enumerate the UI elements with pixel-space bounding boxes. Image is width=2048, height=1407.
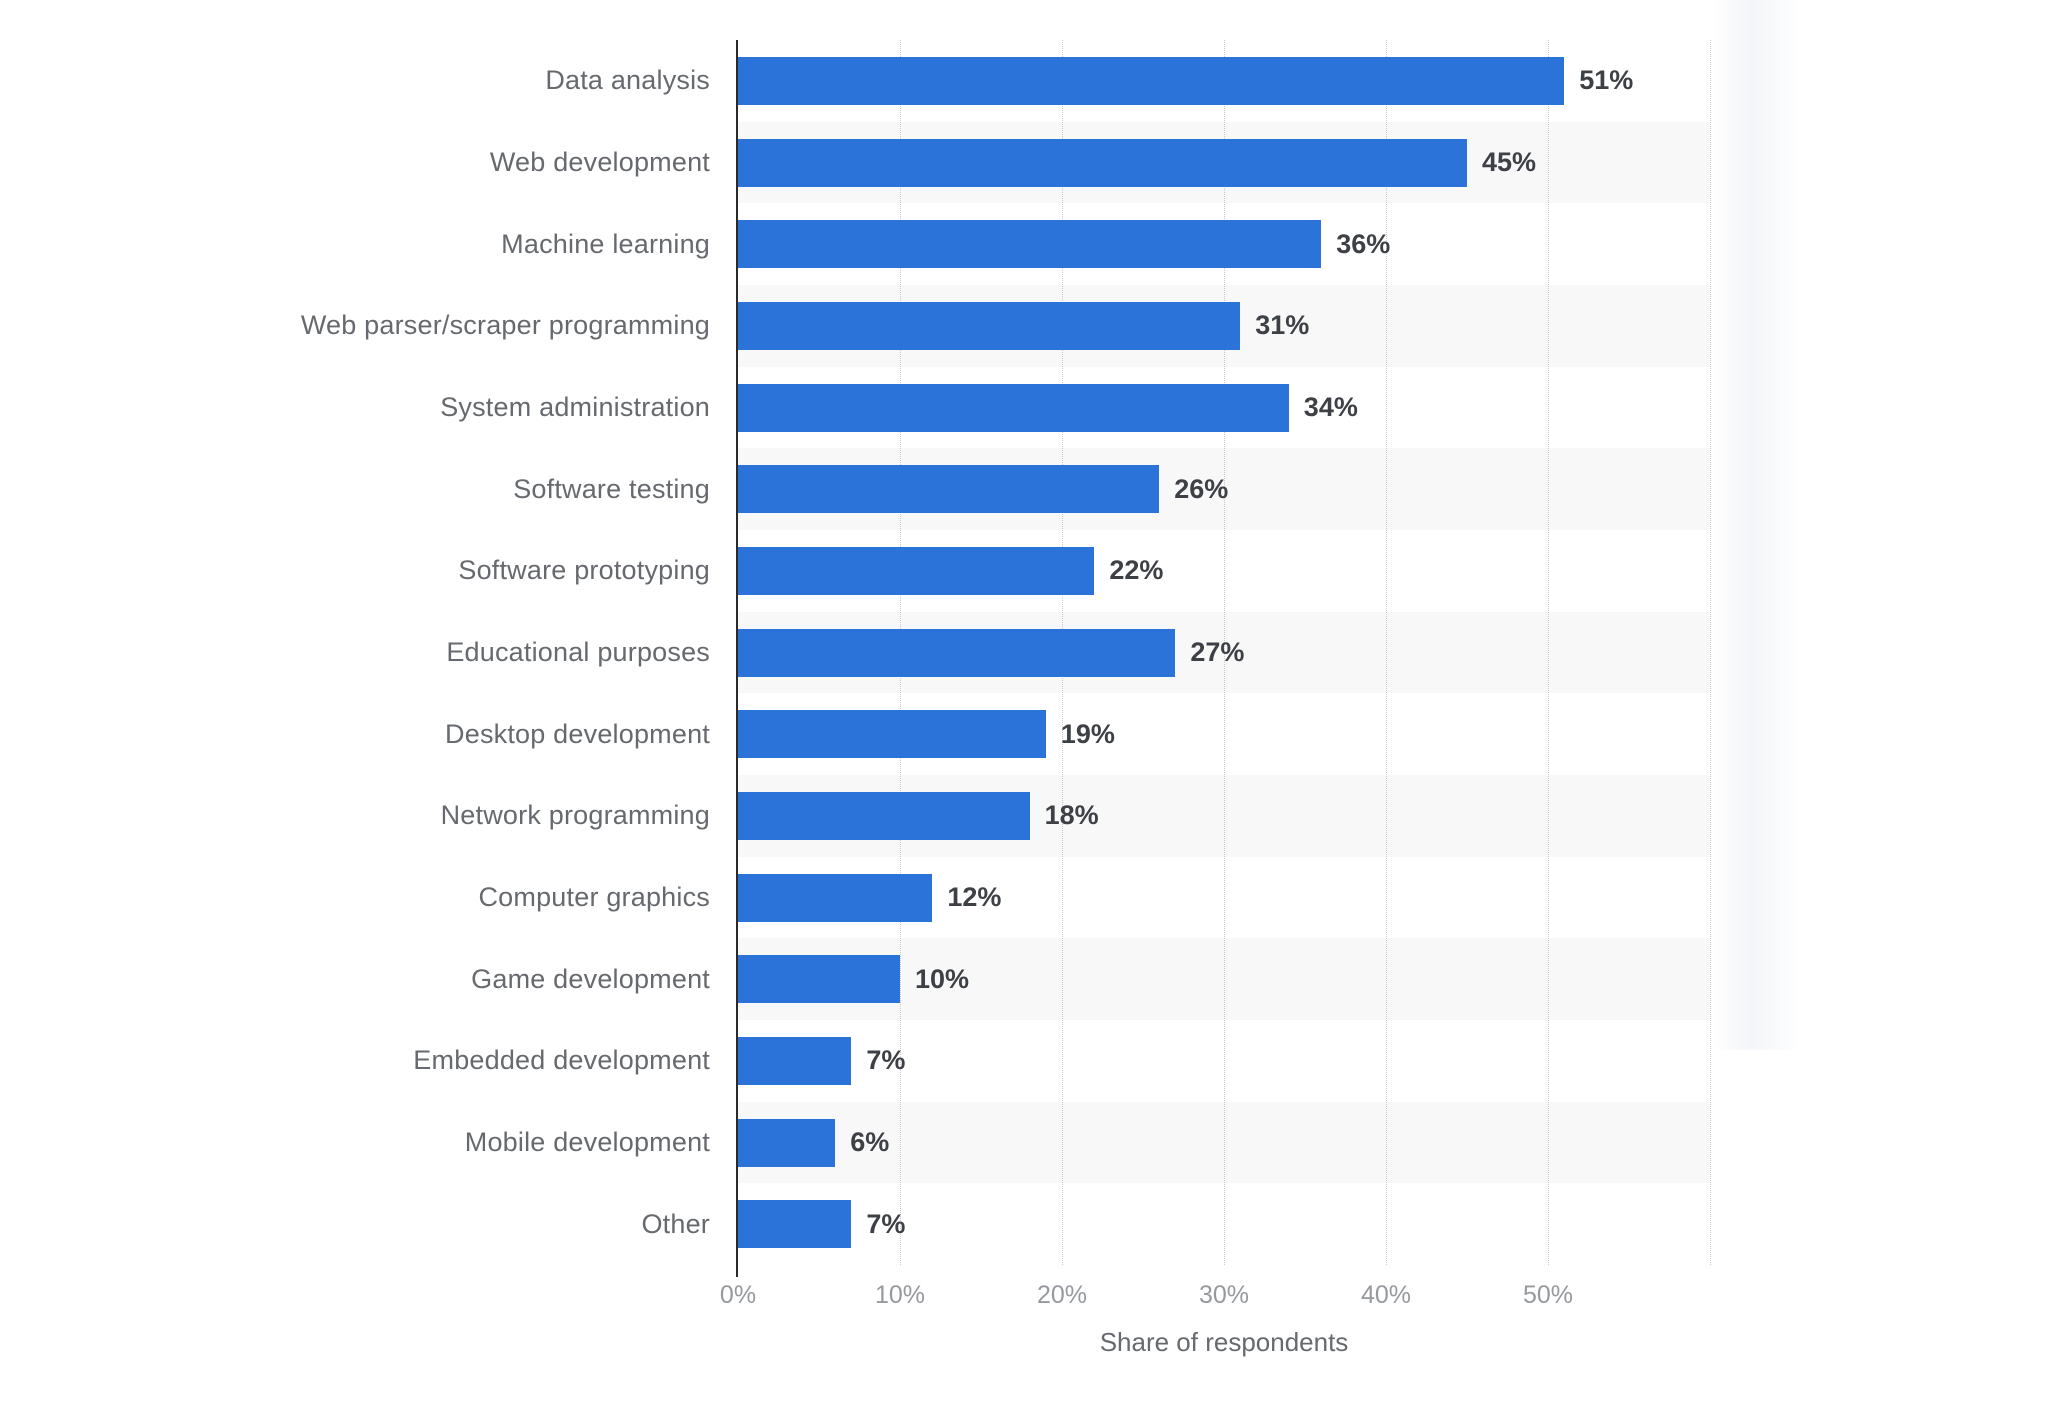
category-label: Web parser/scraper programming — [300, 310, 710, 341]
bar — [738, 383, 1289, 432]
category-label: Game development — [471, 963, 710, 994]
gridline — [1386, 40, 1387, 1265]
value-label: 27% — [1190, 637, 1245, 667]
bar — [738, 873, 933, 922]
x-tick-label: 40% — [1360, 1281, 1412, 1309]
category-label: Software prototyping — [458, 555, 710, 586]
category-label: System administration — [440, 391, 710, 422]
bar — [738, 546, 1095, 595]
bar — [738, 138, 1467, 187]
bar — [738, 628, 1176, 677]
gridline — [1224, 40, 1225, 1265]
value-label: 36% — [1336, 228, 1391, 259]
bar — [738, 465, 1160, 514]
bar — [738, 1118, 836, 1167]
bar — [738, 220, 1322, 269]
category-label: Software testing — [513, 473, 710, 504]
value-label: 10% — [915, 963, 970, 994]
gridline — [1710, 40, 1711, 1265]
category-label: Data analysis — [545, 65, 710, 96]
value-label: 45% — [1482, 147, 1537, 177]
value-label: 31% — [1255, 310, 1310, 341]
gridline — [1548, 40, 1549, 1265]
category-label: Other — [641, 1208, 710, 1239]
value-label: 19% — [1060, 718, 1115, 749]
value-label: 6% — [850, 1127, 890, 1157]
value-label: 22% — [1109, 555, 1164, 586]
x-tick-label: 10% — [874, 1281, 926, 1309]
x-tick-label: 50% — [1522, 1281, 1574, 1309]
value-label: 34% — [1303, 392, 1358, 422]
bar — [738, 301, 1241, 350]
category-label: Desktop development — [445, 718, 710, 749]
category-label: Computer graphics — [478, 881, 710, 912]
bar — [738, 791, 1030, 840]
value-label: 26% — [1174, 473, 1229, 504]
bar — [738, 710, 1046, 759]
y-axis-line — [736, 40, 738, 1277]
value-label: 7% — [866, 1045, 906, 1076]
value-label: 12% — [947, 882, 1002, 912]
category-label: Embedded development — [413, 1045, 710, 1076]
value-label: 7% — [866, 1208, 906, 1239]
category-label: Machine learning — [501, 228, 710, 259]
bar — [738, 1036, 852, 1085]
value-label: 18% — [1044, 800, 1099, 831]
x-axis-title: Share of respondents — [1099, 1327, 1349, 1357]
value-label: 51% — [1579, 65, 1634, 96]
x-tick-label: 20% — [1036, 1281, 1088, 1309]
category-label: Mobile development — [464, 1126, 710, 1157]
x-tick-label: 30% — [1198, 1281, 1250, 1309]
bar — [738, 1200, 852, 1249]
bar — [738, 56, 1565, 105]
category-label: Educational purposes — [446, 636, 710, 667]
page-edge-shading — [1712, 0, 1802, 1050]
category-label: Network programming — [440, 800, 710, 831]
bar — [738, 955, 900, 1004]
x-tick-label: 0% — [719, 1281, 757, 1309]
category-label: Web development — [489, 146, 710, 177]
